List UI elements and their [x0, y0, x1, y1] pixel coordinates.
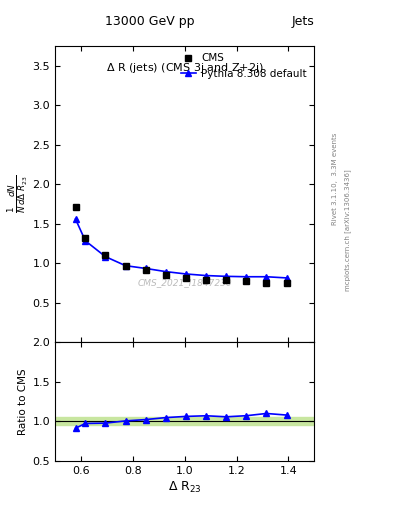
Bar [55, 417, 314, 425]
Pythia 8.308 default [123, 263, 128, 269]
Pythia 8.308 default [184, 271, 188, 277]
CMS [83, 235, 88, 241]
CMS [244, 278, 249, 284]
Legend: CMS, Pythia 8.308 default: CMS, Pythia 8.308 default [176, 49, 311, 83]
Pythia 8.308 default [284, 275, 289, 281]
CMS [224, 277, 229, 283]
CMS [264, 280, 269, 286]
Line: CMS: CMS [72, 204, 290, 286]
Text: Rivet 3.1.10,  3.3M events: Rivet 3.1.10, 3.3M events [332, 133, 338, 225]
Text: 13000 GeV pp: 13000 GeV pp [105, 15, 194, 28]
Pythia 8.308 default [244, 274, 249, 280]
Line: Pythia 8.308 default: Pythia 8.308 default [72, 216, 290, 282]
CMS [73, 204, 78, 210]
Pythia 8.308 default [264, 274, 269, 280]
CMS [284, 280, 289, 286]
Text: $\Delta$ R (jets) (CMS 3j and Z+2j): $\Delta$ R (jets) (CMS 3j and Z+2j) [106, 61, 264, 75]
Y-axis label: $\frac{1}{N}\frac{dN}{d\Delta\ R_{23}}$: $\frac{1}{N}\frac{dN}{d\Delta\ R_{23}}$ [6, 175, 29, 214]
Pythia 8.308 default [163, 268, 168, 274]
Pythia 8.308 default [83, 238, 88, 244]
Text: mcplots.cern.ch [arXiv:1306.3436]: mcplots.cern.ch [arXiv:1306.3436] [344, 169, 351, 291]
X-axis label: $\Delta$ R$_{23}$: $\Delta$ R$_{23}$ [168, 480, 202, 495]
Text: Jets: Jets [292, 15, 314, 28]
Y-axis label: Ratio to CMS: Ratio to CMS [18, 368, 28, 435]
CMS [184, 275, 188, 281]
Pythia 8.308 default [103, 253, 108, 260]
CMS [204, 277, 209, 283]
CMS [103, 251, 108, 258]
Pythia 8.308 default [143, 265, 148, 271]
CMS [163, 272, 168, 278]
Pythia 8.308 default [224, 273, 229, 280]
Pythia 8.308 default [73, 216, 78, 222]
Text: CMS_2021_I1847230: CMS_2021_I1847230 [138, 279, 232, 288]
Pythia 8.308 default [204, 272, 209, 279]
CMS [143, 267, 148, 273]
CMS [123, 263, 128, 269]
